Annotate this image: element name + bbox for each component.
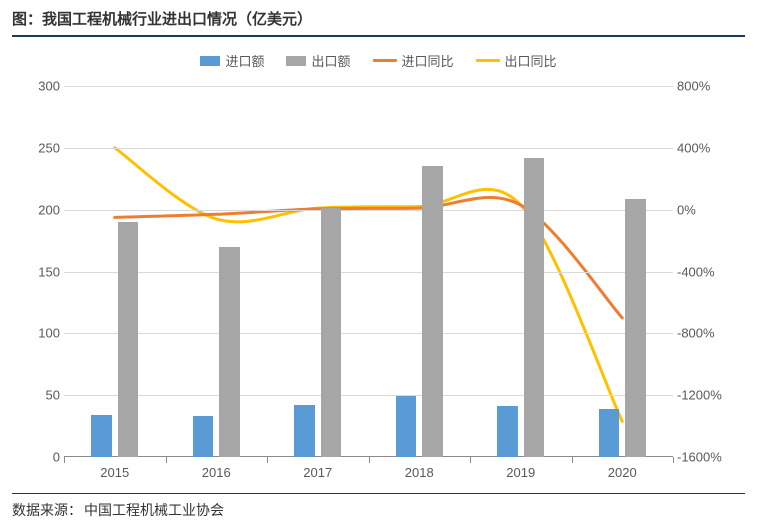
bar-import [497,406,517,457]
bar-import [599,409,619,457]
x-tick [267,457,268,463]
gridline [64,210,673,211]
legend-item-import-bar: 进口额 [200,51,264,70]
legend-label: 出口同比 [505,51,557,70]
bar-export [219,247,239,457]
x-tick-label: 2017 [303,465,332,480]
x-tick [673,457,674,463]
x-tick-label: 2019 [506,465,535,480]
y-right-tick-label: 0% [677,203,737,216]
gridline [64,395,673,396]
line-export-yoy [115,148,623,422]
legend-label: 出口额 [311,51,350,70]
bar-import [91,415,111,457]
y-left-tick-label: 250 [20,141,60,154]
x-tick [572,457,573,463]
y-left-tick-label: 300 [20,80,60,93]
legend-swatch-export-line [476,59,500,62]
y-left-tick-label: 0 [20,451,60,464]
y-left-tick-label: 50 [20,389,60,402]
legend: 进口额 出口额 进口同比 出口同比 [12,37,745,80]
gridline [64,333,673,334]
legend-swatch-import-line [373,59,397,62]
y-right-tick-label: -400% [677,265,737,278]
legend-label: 进口额 [225,51,264,70]
x-tick [470,457,471,463]
bar-import [193,416,213,457]
y-right-tick-label: -800% [677,327,737,340]
y-right-tick-label: -1200% [677,389,737,402]
y-right-tick-label: 800% [677,80,737,93]
bar-export [524,158,544,457]
x-tick-label: 2015 [100,465,129,480]
source-footer: 数据来源：中国工程机械工业协会 [12,493,745,520]
legend-item-import-line: 进口同比 [373,51,454,70]
gridline [64,272,673,273]
y-left-tick-label: 200 [20,203,60,216]
gridline [64,86,673,87]
y-left-tick-label: 100 [20,327,60,340]
bar-export [118,222,138,457]
gridline [64,148,673,149]
legend-item-export-bar: 出口额 [286,51,350,70]
x-tick [369,457,370,463]
x-tick-label: 2020 [608,465,637,480]
source-value: 中国工程机械工业协会 [84,502,224,518]
bar-export [422,166,442,457]
legend-item-export-line: 出口同比 [476,51,557,70]
chart-title: 图：我国工程机械行业进出口情况（亿美元） [12,8,745,37]
legend-swatch-export-bar [286,56,306,66]
x-tick [64,457,65,463]
bar-import [396,396,416,457]
bar-import [294,405,314,457]
y-left-tick-label: 150 [20,265,60,278]
source-label: 数据来源： [12,502,82,518]
bar-export [625,199,645,457]
bar-export [321,208,341,457]
legend-label: 进口同比 [402,51,454,70]
legend-swatch-import-bar [200,56,220,66]
y-right-tick-label: 400% [677,141,737,154]
line-import-yoy [115,198,623,318]
plot-region: 201520162017201820192020 [64,86,673,457]
y-right-tick-label: -1600% [677,451,737,464]
x-tick-label: 2016 [202,465,231,480]
x-tick-label: 2018 [405,465,434,480]
x-tick [166,457,167,463]
chart-area: 201520162017201820192020 050100150200250… [20,80,737,485]
